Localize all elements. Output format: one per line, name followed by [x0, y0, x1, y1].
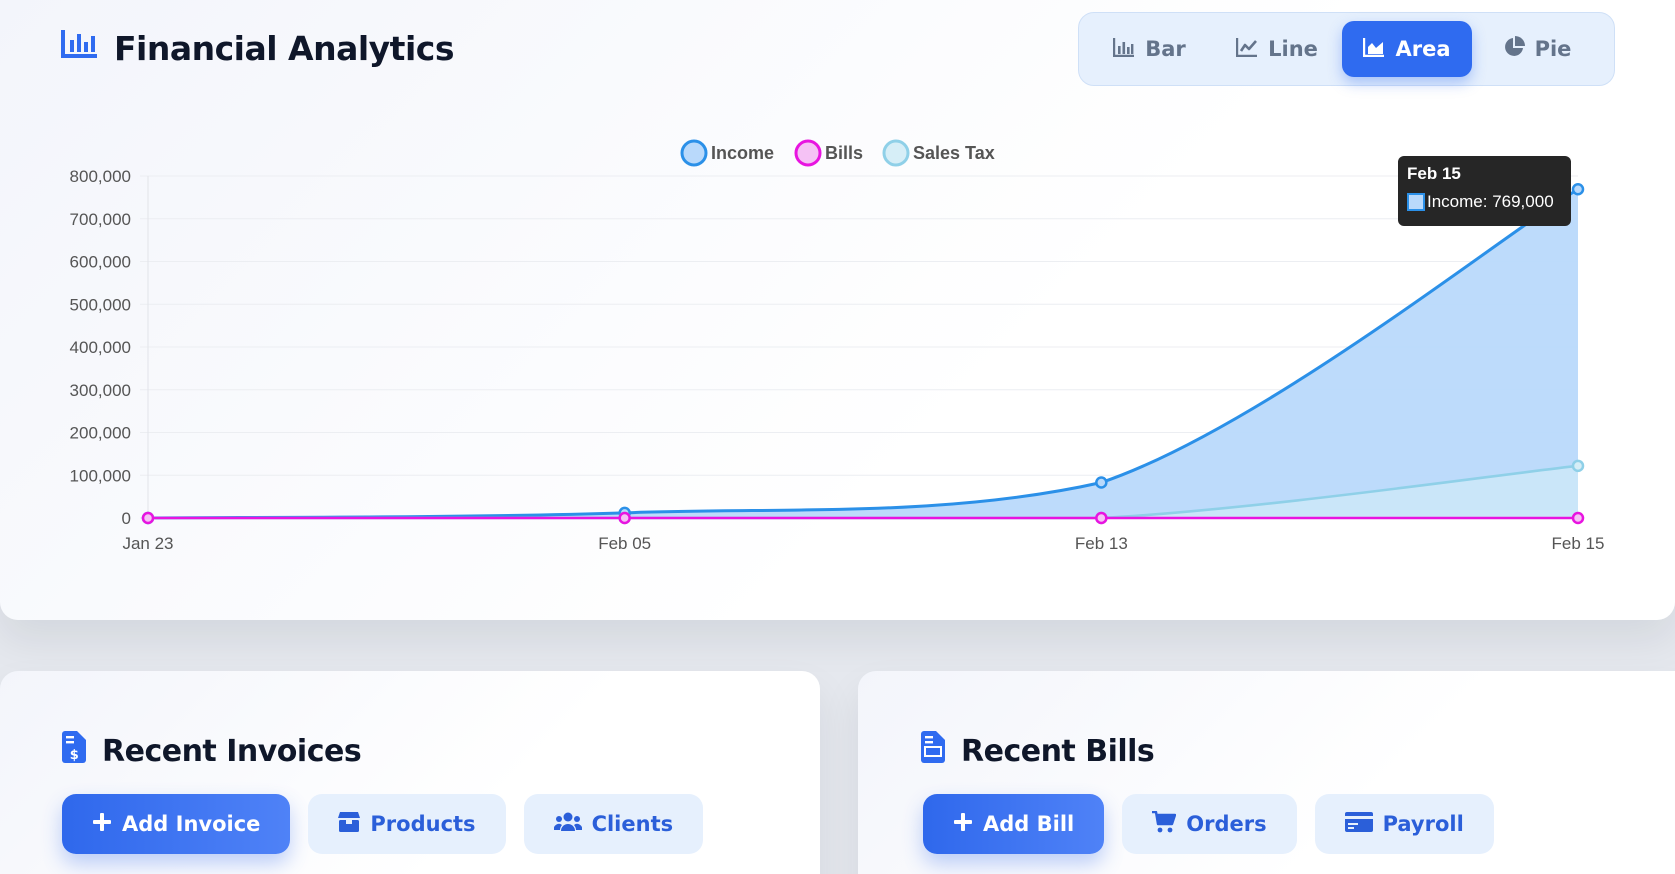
bills-point [1095, 511, 1108, 525]
bill-icon [921, 731, 945, 771]
analytics-card: Financial Analytics Bar Line Area Pie [0, 0, 1675, 620]
chart-type-line-label: Line [1268, 37, 1318, 61]
chart-type-area-label: Area [1395, 37, 1451, 61]
analytics-header: Financial Analytics [60, 28, 454, 68]
y-tick-label: 500,000 [70, 295, 131, 314]
payroll-button[interactable]: Payroll [1314, 794, 1494, 854]
chart-tooltip: Feb 15 Income: 769,000 [1398, 156, 1571, 226]
bills-point [141, 511, 155, 525]
tooltip-swatch [1407, 193, 1425, 211]
y-tick-label: 800,000 [70, 167, 131, 186]
invoice-icon: $ [62, 731, 86, 771]
legend-sales-tax-marker [882, 139, 910, 167]
sales-tax-point [1571, 459, 1585, 473]
invoices-actions: Add Invoice Products Clients [62, 794, 704, 854]
add-bill-button[interactable]: Add Bill [923, 794, 1105, 854]
legend-income-marker [680, 139, 708, 167]
chart-type-switcher: Bar Line Area Pie [1078, 12, 1615, 86]
bar-chart-icon [1113, 37, 1135, 62]
svg-text:$: $ [70, 748, 79, 763]
bills-point [1571, 511, 1585, 525]
income-point [1095, 476, 1108, 489]
plus-icon [92, 812, 112, 837]
card-icon [1344, 811, 1373, 837]
y-tick-label: 600,000 [70, 253, 131, 272]
add-invoice-label: Add Invoice [122, 812, 261, 836]
tooltip-label: Income: 769,000 [1427, 192, 1554, 211]
y-tick-label: 400,000 [70, 338, 131, 357]
bills-actions: Add Bill Orders Payroll [923, 794, 1494, 854]
chart-bar-icon [60, 28, 98, 68]
pie-chart-icon [1503, 35, 1525, 63]
legend-income-label: Income [711, 143, 774, 163]
plus-icon [953, 812, 973, 837]
area-chart-icon [1363, 37, 1385, 62]
y-tick-label: 700,000 [70, 210, 131, 229]
y-tick-label: 0 [122, 509, 131, 528]
box-icon [338, 811, 361, 837]
chart-type-bar-button[interactable]: Bar [1087, 21, 1212, 77]
chart-type-pie-button[interactable]: Pie [1472, 21, 1602, 77]
x-tick-label: Feb 05 [598, 534, 651, 553]
clients-label: Clients [591, 812, 674, 836]
bills-point [618, 511, 631, 525]
page-title: Financial Analytics [114, 28, 454, 68]
invoices-title: Recent Invoices [102, 733, 362, 769]
products-button[interactable]: Products [308, 794, 506, 854]
sales-tax-area [148, 465, 1578, 518]
chart-type-bar-label: Bar [1145, 37, 1186, 61]
invoices-header: $ Recent Invoices [62, 731, 362, 771]
income-area [148, 189, 1578, 518]
y-tick-label: 100,000 [70, 466, 131, 485]
users-icon [553, 812, 582, 837]
area-chart[interactable]: 0 100,000 200,000 300,000 400,000 500,000 600,… [0, 120, 1675, 560]
bills-header: Recent Bills [921, 731, 1155, 771]
orders-button[interactable]: Orders [1122, 794, 1297, 854]
x-tick-label: Jan 23 [122, 534, 173, 553]
products-label: Products [370, 812, 476, 836]
legend-bills-label: Bills [825, 143, 863, 163]
bills-title: Recent Bills [961, 733, 1155, 769]
bills-card: Recent Bills Add Bill Orders Payroll [858, 671, 1675, 874]
income-point [1571, 183, 1585, 196]
cart-icon [1152, 810, 1177, 838]
clients-button[interactable]: Clients [523, 794, 704, 854]
y-tick-label: 200,000 [70, 424, 131, 443]
tooltip-title: Feb 15 [1407, 164, 1461, 183]
payroll-label: Payroll [1382, 812, 1464, 836]
invoices-card: $ Recent Invoices Add Invoice Products C… [0, 671, 820, 874]
chart-type-area-button[interactable]: Area [1342, 21, 1472, 77]
line-chart-icon [1235, 37, 1258, 62]
chart-type-line-button[interactable]: Line [1212, 21, 1342, 77]
add-invoice-button[interactable]: Add Invoice [62, 794, 291, 854]
x-tick-label: Feb 13 [1075, 534, 1128, 553]
legend-bills-marker [794, 139, 822, 167]
legend-sales-tax-label: Sales Tax [913, 143, 995, 163]
y-tick-label: 300,000 [70, 381, 131, 400]
add-bill-label: Add Bill [983, 812, 1075, 836]
chart-type-pie-label: Pie [1534, 37, 1572, 61]
orders-label: Orders [1186, 812, 1267, 836]
x-tick-label: Feb 15 [1552, 534, 1605, 553]
